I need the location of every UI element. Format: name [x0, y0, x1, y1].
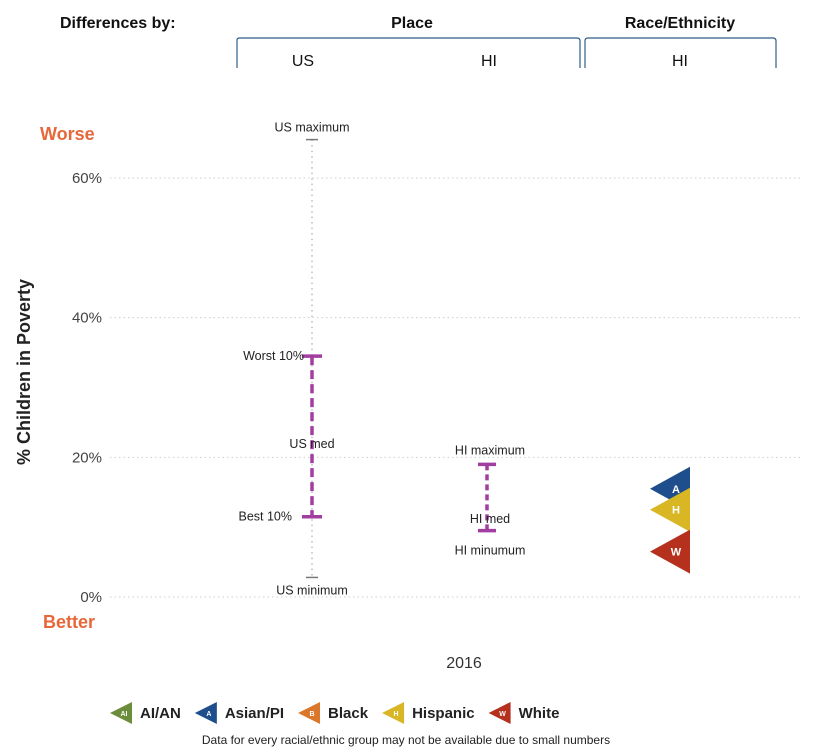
- race-hi-label: HI: [672, 53, 688, 70]
- us-minimum-label: US minimum: [276, 583, 348, 597]
- legend-marker-letter: W: [499, 711, 506, 718]
- y-tick-label: 20%: [72, 449, 102, 466]
- y-tick-label: 40%: [72, 310, 102, 327]
- race-marker-shape: [650, 487, 690, 532]
- legend-marker: [488, 702, 511, 724]
- hi-minimum-label: HI minumum: [455, 544, 526, 558]
- legend-marker: [298, 702, 321, 724]
- differences-by-label: Differences by:: [60, 15, 176, 32]
- small-numbers-note: Data for every racial/ethnic group may n…: [202, 733, 610, 747]
- y-tick-label: 0%: [80, 589, 102, 606]
- place-hi-label: HI: [481, 53, 497, 70]
- place-bracket: [236, 37, 581, 68]
- us-best10-label: Best 10%: [238, 510, 292, 524]
- legend-marker-letter: A: [206, 711, 211, 718]
- legend: AI AI/AN A Asian/PI B Black H Hispanic W White: [110, 702, 559, 724]
- race-marker-h: H: [650, 487, 690, 532]
- race-marker-letter: H: [672, 505, 680, 517]
- worse-label: Worse: [40, 124, 95, 144]
- legend-label: White: [519, 705, 560, 722]
- legend-item-ai-an: AI AI/AN: [110, 702, 181, 724]
- y-ticks: 0% 20% 40% 60%: [72, 170, 102, 606]
- legend-marker-letter: H: [394, 711, 399, 718]
- race-marker-letter: W: [671, 547, 682, 559]
- legend-marker-letter: AI: [121, 711, 128, 718]
- legend-label: Asian/PI: [225, 705, 284, 722]
- x-axis-year-label: 2016: [446, 655, 482, 672]
- legend-marker-letter: B: [310, 711, 315, 718]
- legend-item-white: W White: [488, 702, 560, 724]
- hi-maximum-label: HI maximum: [455, 443, 525, 457]
- better-label: Better: [43, 612, 95, 632]
- us-maximum-label: US maximum: [274, 121, 349, 135]
- race-ethnicity-header: Race/Ethnicity: [625, 15, 735, 32]
- legend-marker: [110, 702, 132, 724]
- legend-label: Hispanic: [412, 705, 475, 722]
- race-markers: AH W: [650, 466, 690, 574]
- legend-item-hispanic: H Hispanic: [382, 702, 475, 724]
- legend-marker: [194, 702, 217, 724]
- us-range: US maximum Worst 10% US med Best 10% US mini…: [238, 121, 349, 598]
- gridlines: [110, 177, 800, 598]
- race-bracket: [584, 37, 777, 68]
- race-marker-letter: A: [672, 484, 680, 496]
- legend-marker: [382, 702, 405, 724]
- hi-median-label: HI med: [470, 512, 510, 526]
- place-us-label: US: [292, 53, 314, 70]
- legend-item-black: B Black: [298, 702, 369, 724]
- place-header: Place: [391, 15, 433, 32]
- us-worst10-label: Worst 10%: [243, 349, 304, 363]
- legend-label: AI/AN: [140, 705, 181, 722]
- y-axis-title: % Children in Poverty: [14, 279, 34, 465]
- y-tick-label: 60%: [72, 170, 102, 187]
- legend-label: Black: [328, 705, 369, 722]
- hi-range: HI maximum HI med HI minumum: [455, 443, 526, 557]
- us-median-label: US med: [289, 437, 334, 451]
- legend-item-asian-pi: A Asian/PI: [194, 702, 284, 724]
- race-marker-shape: [650, 529, 690, 574]
- race-marker-w: W: [650, 529, 690, 574]
